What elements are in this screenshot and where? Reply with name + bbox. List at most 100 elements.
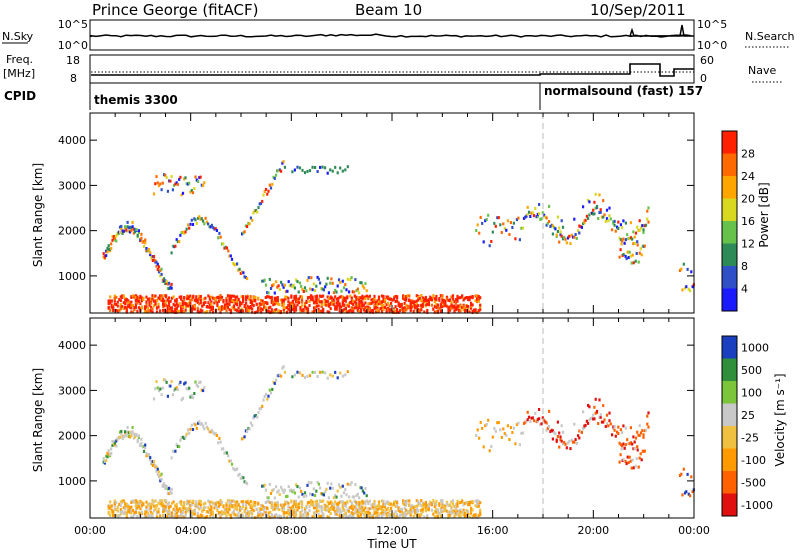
power-cell	[259, 202, 263, 205]
velocity-cell	[293, 511, 296, 514]
velocity-cell	[227, 454, 230, 458]
power-cell	[139, 307, 142, 311]
velocity-cell	[148, 506, 151, 510]
velocity-cell	[246, 512, 249, 516]
velocity-cell	[169, 490, 172, 494]
power-cell	[200, 183, 203, 187]
velocity-cell	[163, 513, 166, 517]
power-cell	[355, 298, 358, 302]
power-cell	[298, 281, 302, 285]
power-cell	[456, 304, 459, 308]
velocity-cell	[308, 374, 312, 378]
velocity-cell	[183, 382, 186, 386]
velocity-cell	[445, 502, 449, 506]
power-cell	[263, 305, 266, 309]
power-cell	[293, 286, 296, 290]
power-cell	[171, 188, 174, 192]
power-cell	[327, 291, 330, 295]
power-cell	[315, 284, 318, 288]
power-cell	[338, 309, 341, 313]
velocity-cell	[447, 511, 450, 515]
power-cell	[331, 296, 334, 300]
velocity-cell	[465, 513, 468, 517]
power-cell	[403, 310, 406, 314]
power-cell	[376, 299, 379, 303]
power-cell	[346, 303, 349, 307]
velocity-cell	[450, 509, 453, 513]
power-cell	[166, 189, 169, 193]
power-cell	[453, 309, 456, 313]
power-cell	[305, 306, 308, 310]
velocity-cell	[377, 505, 381, 508]
velocity-cell	[155, 503, 159, 507]
velocity-cell	[201, 509, 204, 513]
velocity-cell	[635, 457, 638, 460]
power-cell	[348, 290, 351, 294]
velocity-cell	[198, 507, 201, 511]
velocity-cell	[358, 508, 361, 512]
power-cell	[686, 267, 689, 271]
power-cell	[497, 216, 500, 220]
velocity-cell	[637, 465, 640, 469]
velocity-cell	[236, 507, 239, 511]
velocity-cell	[124, 502, 127, 506]
colorbar-tick-label: -500	[741, 476, 766, 489]
power-cell	[362, 303, 365, 307]
velocity-cell	[214, 504, 217, 508]
power-cell	[223, 304, 227, 308]
velocity-cell	[337, 483, 341, 487]
velocity-cell	[266, 397, 269, 401]
velocity-cell	[144, 443, 147, 447]
velocity-cell	[249, 503, 252, 507]
power-cell	[470, 306, 473, 310]
velocity-cell	[402, 515, 405, 519]
power-cell	[362, 308, 365, 312]
power-cell	[390, 308, 393, 312]
velocity-cell	[214, 502, 217, 506]
power-cell	[183, 231, 186, 235]
power-cell	[308, 169, 312, 173]
velocity-cell	[129, 435, 132, 439]
power-cell	[627, 256, 630, 259]
power-cell	[406, 294, 409, 298]
power-cell	[555, 233, 558, 237]
velocity-cell	[614, 434, 617, 438]
velocity-cell	[396, 513, 399, 516]
velocity-cell	[370, 514, 373, 518]
power-cell	[165, 300, 168, 304]
noise-right-label: N.Search	[745, 30, 795, 43]
power-cell	[262, 193, 265, 197]
velocity-cell	[644, 428, 648, 432]
power-cell	[646, 217, 649, 221]
velocity-cell	[587, 403, 590, 407]
velocity-cell	[438, 502, 441, 506]
power-cell	[433, 310, 436, 314]
velocity-cell	[136, 438, 139, 442]
power-cell	[387, 301, 390, 305]
velocity-cell	[108, 452, 112, 456]
power-cell	[608, 214, 611, 218]
velocity-cell	[186, 499, 189, 503]
power-cell	[464, 296, 467, 300]
power-cell	[178, 309, 181, 313]
power-cell	[514, 237, 517, 241]
velocity-cell	[137, 504, 140, 508]
velocity-cell	[155, 380, 158, 384]
power-cell	[166, 282, 169, 286]
velocity-cell	[355, 501, 358, 505]
velocity-cell	[186, 509, 189, 513]
power-cell	[394, 305, 397, 309]
velocity-cell	[191, 396, 195, 400]
power-cell	[526, 213, 529, 217]
velocity-cell	[689, 494, 692, 498]
power-cell	[118, 309, 121, 313]
power-cell	[246, 296, 249, 299]
velocity-cell	[359, 508, 362, 512]
power-cell	[137, 306, 140, 310]
velocity-cell	[355, 503, 358, 507]
velocity-cell	[436, 510, 439, 514]
velocity-cell	[521, 431, 525, 435]
power-cell	[279, 310, 282, 314]
velocity-cell	[134, 504, 137, 508]
